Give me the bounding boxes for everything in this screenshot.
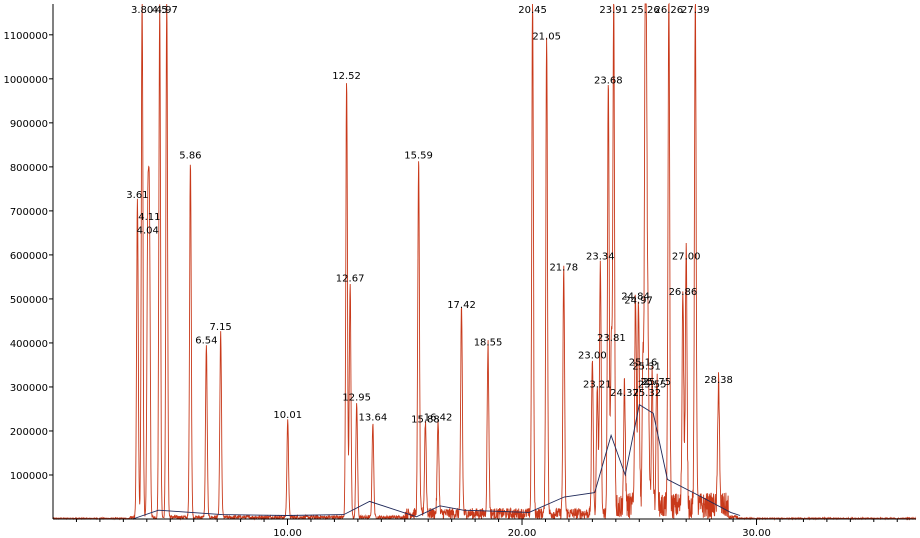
peak-label: 16.42 bbox=[424, 412, 453, 423]
peak-label: 24.37 bbox=[610, 388, 639, 399]
peak-label: 21.78 bbox=[549, 263, 578, 274]
y-tick-label: 500000 bbox=[10, 295, 48, 306]
y-tick-label: 700000 bbox=[10, 207, 48, 218]
y-tick-label: 200000 bbox=[10, 427, 48, 438]
peak-labels: 3.61 3.80 4.04 4.11 4.54.97 5.86 6.54 7.15 10.01… bbox=[126, 5, 733, 426]
peak-label: 4.11 bbox=[138, 212, 160, 223]
peak-label: 17.42 bbox=[447, 300, 476, 311]
x-tick-label: 20.00 bbox=[508, 528, 537, 538]
peak-label: 15.59 bbox=[404, 150, 433, 161]
peak-label: 20.45 bbox=[518, 5, 547, 16]
peak-label: 27.39 bbox=[681, 5, 710, 16]
peak-label: 15.88 bbox=[411, 415, 440, 426]
peak-label: 10.01 bbox=[273, 410, 302, 421]
peak-label: 21.05 bbox=[532, 32, 561, 43]
x-tick-label: 10.00 bbox=[273, 528, 302, 538]
y-tick-label: 1100000 bbox=[3, 31, 48, 42]
y-ticks: 100000 200000 300000 400000 500000 600000 7000… bbox=[3, 31, 53, 482]
peak-label: 5.86 bbox=[179, 150, 201, 161]
y-tick-label: 1000000 bbox=[3, 75, 48, 86]
peak-label: 12.52 bbox=[332, 71, 361, 82]
peak-label: 25. bbox=[640, 377, 656, 388]
peak-label: 26.86 bbox=[669, 287, 698, 298]
peak-label: 3.61 bbox=[126, 190, 148, 201]
peak-label: 7.15 bbox=[210, 322, 232, 333]
peak-label: 26.26 bbox=[655, 5, 684, 16]
x-tick-label: 30.00 bbox=[742, 528, 771, 538]
y-tick-label: 300000 bbox=[10, 383, 48, 394]
peak-label: 4.04 bbox=[137, 225, 159, 236]
y-tick-label: 800000 bbox=[10, 163, 48, 174]
peak-label: 3.80 bbox=[131, 5, 153, 16]
peak-label: 23.21 bbox=[583, 379, 612, 390]
y-tick-label: 600000 bbox=[10, 251, 48, 262]
peak-label: 25.75 bbox=[643, 377, 672, 388]
peak-label: 12.95 bbox=[342, 393, 371, 404]
y-tick-label: 900000 bbox=[10, 119, 48, 130]
peak-label: 18.55 bbox=[474, 338, 503, 349]
peak-label: 28.38 bbox=[704, 375, 733, 386]
peak-label: 13.64 bbox=[359, 412, 388, 423]
peak-label: 25.26 bbox=[631, 5, 660, 16]
peak-label: 25.31 bbox=[632, 362, 661, 373]
peak-label: 23.34 bbox=[586, 252, 615, 263]
peak-label: 23.68 bbox=[594, 76, 623, 87]
peak-label: 23.91 bbox=[599, 5, 628, 16]
axes bbox=[52, 4, 916, 520]
peak-label: 12.67 bbox=[336, 274, 365, 285]
tic-trace bbox=[52, 2, 917, 521]
peak-label: 4.5 bbox=[152, 5, 168, 16]
peak-label: 25.16 bbox=[629, 357, 658, 368]
peak-label: 23.81 bbox=[597, 333, 626, 344]
tic-line bbox=[52, 2, 917, 521]
baseline-line bbox=[132, 403, 741, 520]
peak-label: 27.00 bbox=[672, 252, 701, 263]
y-tick-label: 100000 bbox=[10, 471, 48, 482]
peak-label: 24.84 bbox=[621, 291, 650, 302]
y-tick-label: 400000 bbox=[10, 339, 48, 350]
peak-label: 25.55 bbox=[638, 379, 667, 390]
peak-label: 23.00 bbox=[578, 351, 607, 362]
peak-label: 6.54 bbox=[195, 335, 217, 346]
baseline-trace bbox=[132, 403, 741, 520]
peak-label: 24.97 bbox=[624, 296, 653, 307]
peak-label: 25.32 bbox=[632, 388, 661, 399]
peak-label: 4.97 bbox=[156, 5, 178, 16]
x-ticks: 10.00 20.00 30.00 bbox=[75, 519, 898, 538]
